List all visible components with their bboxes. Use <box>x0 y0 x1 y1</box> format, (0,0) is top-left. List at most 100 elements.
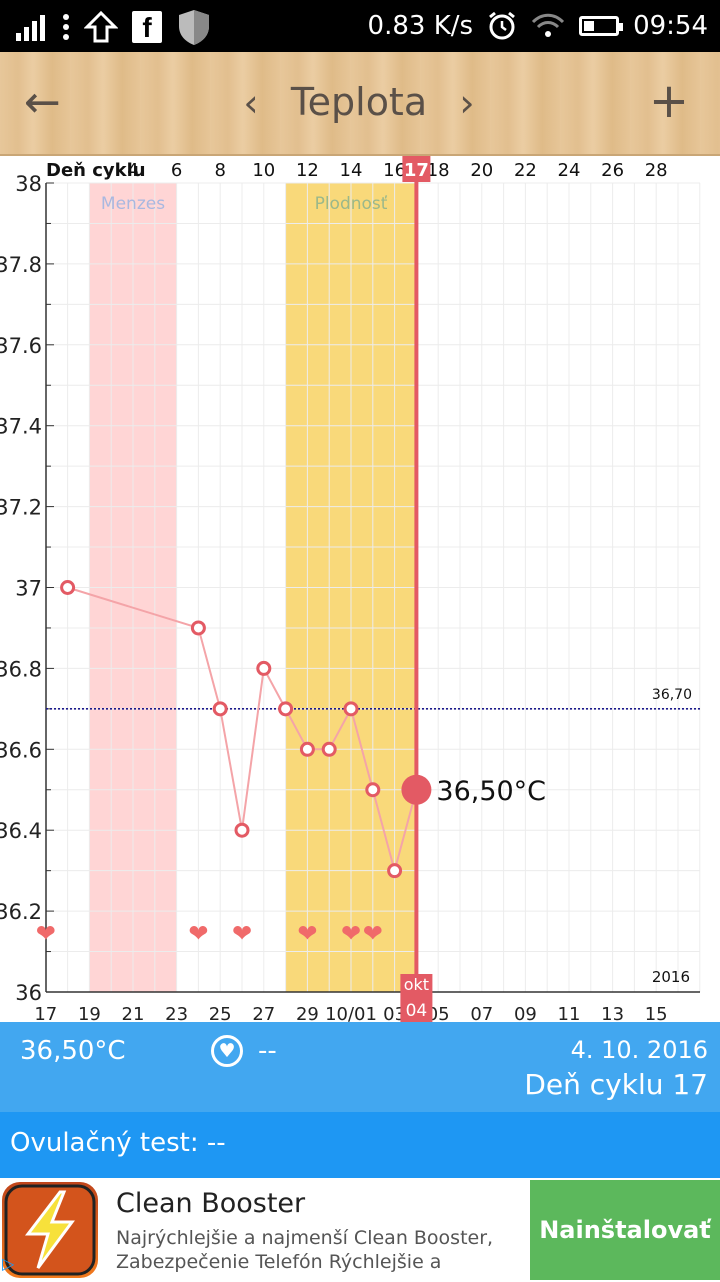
selected-month-label: okt <box>404 975 429 994</box>
y-tick-label: 37.2 <box>0 496 42 520</box>
year-label: 2016 <box>652 968 690 986</box>
data-point <box>60 580 76 595</box>
top-tick-label: 16 <box>383 160 406 181</box>
y-tick-label: 36.8 <box>0 657 42 681</box>
heart-marker-icon: ❤ <box>232 919 252 947</box>
selected-data-point <box>401 774 432 805</box>
battery-icon <box>579 16 624 36</box>
more-dots-icon <box>63 14 69 40</box>
bottom-tick-label: 27 <box>252 1004 275 1022</box>
top-tick-label: 20 <box>470 160 493 181</box>
heart-value: -- <box>258 1036 277 1066</box>
add-icon[interactable]: + <box>648 73 690 129</box>
top-tick-label: 26 <box>601 160 624 181</box>
temperature-line <box>67 586 418 875</box>
app-bar: ← ‹ Teplota › + <box>0 52 720 156</box>
bottom-tick-label: 17 <box>34 1004 57 1022</box>
data-point <box>343 701 359 717</box>
heart-marker-icon: ❤ <box>188 919 208 947</box>
status-bar: f 0.83 K/s 09:54 <box>0 0 720 52</box>
data-point <box>321 741 337 757</box>
bottom-tick-label: 05 <box>427 1004 450 1022</box>
bottom-tick-label: 11 <box>558 1004 581 1022</box>
bottom-tick-label: 15 <box>645 1004 668 1022</box>
ad-choices-icon[interactable]: ▷ <box>2 1254 15 1273</box>
ad-banner[interactable]: Clean Booster Najrýchlejšie a najmenší C… <box>0 1180 720 1280</box>
next-chevron-icon[interactable]: › <box>459 81 475 125</box>
ad-description: Najrýchlejšie a najmenší Clean Booster, … <box>116 1227 494 1273</box>
signal-icon <box>16 15 45 41</box>
top-tick-label: 8 <box>214 160 225 181</box>
top-tick-label: 12 <box>296 160 319 181</box>
y-tick-label: 36.4 <box>0 819 42 843</box>
selected-temperature: 36,50°C <box>20 1036 126 1066</box>
data-point <box>256 660 272 676</box>
y-tick-label: 37.4 <box>0 415 42 439</box>
band-label: Menzes <box>101 194 165 214</box>
top-tick-label: 4 <box>127 160 138 181</box>
data-point <box>387 863 403 879</box>
top-tick-label: 14 <box>340 160 363 181</box>
upload-arrow-icon <box>84 10 118 43</box>
temperature-chart[interactable]: Menzes Plodnosť 38 37.8 37.6 37.4 37.2 37 36.8 36… <box>0 156 720 1025</box>
y-tick-label: 37 <box>15 577 42 601</box>
top-tick-label: 22 <box>514 160 537 181</box>
page-title: Teplota <box>290 80 428 124</box>
bottom-tick-label: 21 <box>122 1004 145 1022</box>
bottom-tick-label: 29 <box>296 1004 319 1022</box>
ovulation-test-bar[interactable]: Ovulačný test: -- <box>0 1112 720 1178</box>
selected-day-badge <box>402 156 431 182</box>
y-tick-label: 37.8 <box>0 253 42 277</box>
heart-icon[interactable]: ♥ <box>211 1035 243 1067</box>
selected-date-badge <box>400 974 433 1022</box>
ad-title[interactable]: Clean Booster <box>116 1188 306 1219</box>
bottom-tick-label: 10/01 <box>325 1004 377 1022</box>
bottom-tick-label: 19 <box>78 1004 101 1022</box>
bottom-tick-label: 13 <box>601 1004 624 1022</box>
back-arrow-icon[interactable]: ← <box>24 77 61 128</box>
network-speed: 0.83 K/s <box>367 11 474 41</box>
clock-time: 09:54 <box>633 11 708 41</box>
selected-date: 4. 10. 2016 <box>570 1036 708 1064</box>
top-tick-label: 10 <box>252 160 275 181</box>
bottom-tick-label: 09 <box>514 1004 537 1022</box>
data-point <box>365 782 381 798</box>
previous-chevron-icon[interactable]: ‹ <box>243 81 259 125</box>
bottom-tick-label: 25 <box>209 1004 232 1022</box>
selected-day-badge-label: 17 <box>404 160 429 181</box>
app-lightning-icon[interactable] <box>2 1182 98 1278</box>
wifi-icon <box>532 13 565 37</box>
shield-icon <box>179 10 209 45</box>
install-button[interactable]: Nainštalovať <box>530 1180 720 1280</box>
ovulation-test-label: Ovulačný test: -- <box>10 1128 226 1158</box>
y-tick-label: 36.6 <box>0 738 42 762</box>
band-label: Plodnosť <box>315 194 388 214</box>
bottom-tick-label: 03 <box>383 1004 406 1022</box>
bottom-tick-label: 23 <box>165 1004 188 1022</box>
facebook-icon: f <box>132 11 162 43</box>
heart-marker-icon: ❤ <box>36 919 56 947</box>
top-tick-label: 18 <box>427 160 450 181</box>
cycle-day-label: Deň cyklu <box>46 160 146 181</box>
y-tick-label: 36.2 <box>0 900 42 924</box>
selected-cycle-day: Deň cyklu 17 <box>524 1068 708 1101</box>
bottom-tick-label: 07 <box>470 1004 493 1022</box>
data-point <box>278 701 294 717</box>
threshold-label: 36,70 <box>652 687 692 703</box>
top-tick-label: 24 <box>558 160 581 181</box>
data-point <box>190 620 206 636</box>
heart-marker-icon: ❤ <box>341 919 361 947</box>
heart-marker-icon: ❤ <box>363 919 383 947</box>
y-tick-label: 38 <box>15 172 42 196</box>
top-tick-label: 28 <box>645 160 668 181</box>
selected-date-label: 04 <box>406 1001 428 1021</box>
data-point <box>212 701 228 717</box>
alarm-icon <box>489 11 515 40</box>
y-tick-label: 36 <box>15 981 42 1005</box>
heart-marker-icon: ❤ <box>297 919 317 947</box>
top-tick-label: 6 <box>171 160 182 181</box>
info-bar: 36,50°C ♥ -- 4. 10. 2016 Deň cyklu 17 <box>0 1022 720 1112</box>
data-point <box>234 822 250 838</box>
selected-point-label: 36,50°C <box>436 776 546 807</box>
data-point <box>299 741 315 757</box>
